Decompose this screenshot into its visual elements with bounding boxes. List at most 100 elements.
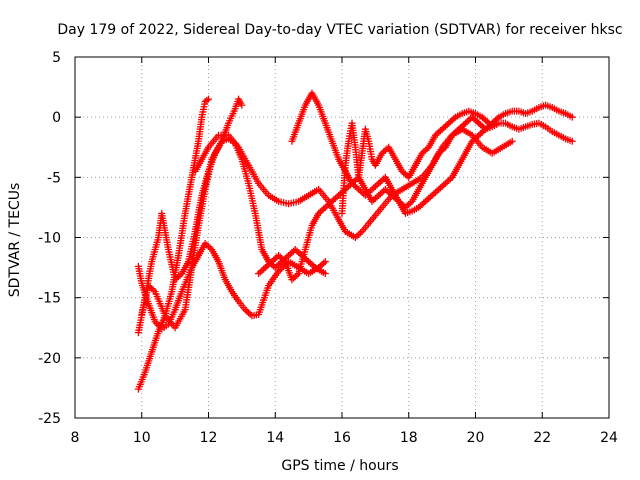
- data-point-plus: [238, 101, 246, 109]
- data-point-plus: [403, 202, 411, 210]
- data-point-plus: [351, 182, 359, 190]
- series-2: [138, 95, 246, 332]
- data-point-plus: [326, 199, 334, 207]
- data-point-plus: [416, 202, 424, 210]
- data-point-plus: [276, 253, 284, 261]
- data-point-plus: [255, 270, 263, 278]
- data-point-plus: [323, 202, 331, 210]
- data-point-plus: [363, 190, 371, 198]
- data-point-plus: [375, 191, 383, 199]
- data-point-plus: [456, 124, 464, 132]
- data-point-plus: [263, 262, 271, 270]
- y-tick-label: -5: [47, 170, 61, 186]
- data-point-plus: [366, 187, 374, 195]
- data-point-plus: [290, 274, 298, 282]
- data-point-plus: [174, 273, 182, 281]
- data-point-plus: [203, 241, 211, 249]
- data-point-plus: [405, 200, 413, 208]
- data-point-plus: [398, 167, 406, 175]
- data-point-plus: [291, 246, 299, 254]
- data-point-plus: [492, 116, 500, 124]
- data-point-plus: [331, 194, 339, 202]
- data-point-plus: [435, 185, 443, 193]
- data-point-plus: [321, 258, 329, 266]
- data-point-plus: [375, 179, 383, 187]
- y-tick-label: 5: [52, 50, 61, 66]
- x-axis-label: GPS time / hours: [281, 458, 398, 474]
- data-point-plus: [431, 188, 439, 196]
- data-point-plus: [418, 149, 426, 157]
- data-point-plus: [425, 194, 433, 202]
- data-point-plus: [435, 128, 443, 136]
- data-point-plus: [351, 176, 359, 184]
- data-point-plus: [380, 148, 388, 156]
- data-point-plus: [288, 249, 296, 257]
- data-point-plus: [440, 145, 448, 153]
- data-point-plus: [268, 258, 276, 266]
- data-point-plus: [568, 113, 576, 121]
- data-point-plus: [458, 122, 466, 130]
- data-point-plus: [418, 200, 426, 208]
- data-point-plus: [365, 188, 373, 196]
- data-point-plus: [473, 118, 481, 126]
- data-point-plus: [430, 190, 438, 198]
- series-8: [338, 107, 493, 217]
- data-point-plus: [480, 127, 488, 135]
- data-point-plus: [173, 274, 181, 282]
- data-point-plus: [420, 148, 428, 156]
- data-point-plus: [356, 187, 364, 195]
- data-point-plus: [435, 149, 443, 157]
- y-axis-label: SDTVAR / TECUs: [7, 183, 23, 298]
- data-point-plus: [448, 131, 456, 139]
- data-point-plus: [361, 191, 369, 199]
- data-point-plus: [316, 208, 324, 216]
- data-point-plus: [260, 265, 268, 273]
- data-point-plus: [330, 196, 338, 204]
- data-point-plus: [370, 184, 378, 192]
- y-tick-label: -25: [38, 411, 61, 427]
- data-point-plus: [376, 178, 384, 186]
- series-7: [255, 119, 576, 284]
- data-point-plus: [460, 121, 468, 129]
- data-point-plus: [468, 137, 476, 145]
- data-point-plus: [378, 188, 386, 196]
- data-point-plus: [472, 134, 479, 142]
- x-tick-label: 10: [133, 430, 151, 446]
- data-point-plus: [470, 115, 478, 123]
- data-point-plus: [446, 118, 454, 126]
- data-point-plus: [371, 182, 379, 190]
- data-point-plus: [508, 137, 516, 145]
- data-point-plus: [261, 264, 269, 272]
- x-tick-label: 14: [266, 430, 284, 446]
- x-tick-label: 24: [600, 430, 618, 446]
- data-point-plus: [280, 256, 288, 264]
- data-point-plus: [171, 276, 179, 284]
- data-point-plus: [266, 259, 274, 267]
- data-point-plus: [450, 115, 458, 123]
- data-point-plus: [275, 252, 283, 260]
- data-point-plus: [315, 209, 323, 217]
- data-point-plus: [291, 273, 299, 281]
- data-point-plus: [273, 262, 281, 270]
- data-point-plus: [201, 240, 209, 248]
- data-point-plus: [478, 122, 486, 130]
- data-point-plus: [358, 188, 366, 196]
- data-point-plus: [473, 133, 481, 141]
- data-point-plus: [345, 182, 353, 190]
- data-point-plus: [246, 310, 254, 318]
- data-point-plus: [356, 229, 364, 237]
- data-point-plus: [453, 127, 461, 135]
- data-point-plus: [368, 197, 376, 205]
- data-point-plus: [478, 113, 486, 121]
- data-point-plus: [293, 271, 301, 279]
- data-point-plus: [465, 116, 473, 124]
- data-point-plus: [461, 119, 469, 127]
- data-point-plus: [475, 131, 483, 139]
- data-point-plus: [450, 130, 458, 138]
- data-point-plus: [426, 193, 434, 201]
- data-point-plus: [321, 270, 329, 278]
- data-point-plus: [285, 252, 293, 260]
- data-point-plus: [306, 259, 314, 267]
- data-point-plus: [475, 119, 483, 127]
- data-point-plus: [470, 136, 478, 144]
